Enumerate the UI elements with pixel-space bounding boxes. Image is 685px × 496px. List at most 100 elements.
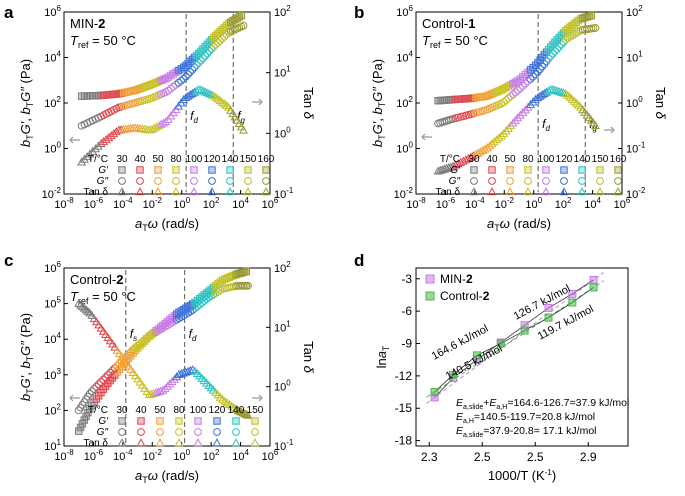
data-point-tan-delta xyxy=(88,146,98,155)
data-point-loss-modulus xyxy=(164,86,173,95)
y2-tick-label: 10-1 xyxy=(626,141,646,156)
y-axis-label: bTG′, bTG″ (Pa) xyxy=(370,59,387,147)
equation-text: Ea,slide=37.9-20.8= 17.1 kJ/mol xyxy=(456,425,597,439)
legend-marker xyxy=(425,274,435,284)
frequency-label: fd xyxy=(189,327,197,343)
x-axis-label: aTω (rad/s) xyxy=(487,216,551,233)
data-point-storage-modulus xyxy=(136,84,144,93)
axis-arrow xyxy=(421,133,432,141)
x-tick-label: 100 xyxy=(173,196,190,211)
data-point-tan-delta xyxy=(77,157,87,166)
legend-marker-storage xyxy=(614,166,622,174)
axis-arrow xyxy=(252,394,263,402)
data-point-loss-modulus xyxy=(190,63,199,72)
data-point-tan-delta xyxy=(508,118,518,127)
data-point-tan-delta xyxy=(161,117,171,126)
x-axis-label: aTω (rad/s) xyxy=(135,468,199,485)
legend-temperature: 140 xyxy=(228,405,245,416)
legend-temperature: 100 xyxy=(538,154,555,165)
legend-marker-storage xyxy=(506,166,514,174)
legend-marker-storage xyxy=(542,166,550,174)
data-point-tan-delta xyxy=(520,105,530,114)
data-point-loss-modulus xyxy=(506,92,515,101)
y-tick-label: 104 xyxy=(396,50,413,65)
y2-axis-label: Tan δ xyxy=(301,87,316,120)
data-point-tan-delta xyxy=(99,136,109,146)
data-point-tan-delta xyxy=(518,107,528,116)
data-point-storage-modulus xyxy=(233,14,241,22)
equation-text: Ea,H=140.5-119.7=20.8 kJ/mol xyxy=(456,411,595,425)
panel-subtitle: Tref = 50 °C xyxy=(422,33,488,50)
legend-marker-loss xyxy=(470,177,478,185)
data-point-loss-modulus xyxy=(239,21,248,30)
x-tick-label: 10-4 xyxy=(113,448,133,463)
legend-marker-storage xyxy=(137,417,145,425)
y-tick-label: 10-2 xyxy=(42,186,62,201)
data-point-loss-modulus xyxy=(186,68,195,76)
data-point-loss-modulus xyxy=(544,54,553,63)
data-point-tan-delta xyxy=(550,85,560,94)
data-point-loss-modulus xyxy=(540,60,549,68)
legend-marker-tan xyxy=(174,438,184,447)
data-point-storage-modulus xyxy=(504,82,513,90)
data-point-storage-modulus xyxy=(229,17,237,25)
data-point-loss-modulus xyxy=(184,70,192,79)
legend-temperature: 40 xyxy=(486,154,498,165)
frequency-label: fd xyxy=(542,117,550,133)
data-point-tan-delta xyxy=(160,384,170,393)
y2-tick-label: 101 xyxy=(274,65,291,80)
legend-marker-tan xyxy=(559,187,569,196)
x-tick-label: 10-6 xyxy=(84,196,104,211)
x-tick-label: 10-2 xyxy=(495,196,515,211)
data-point-tan-delta xyxy=(513,113,523,122)
data-point-loss-modulus xyxy=(568,31,576,40)
data-point-tan-delta xyxy=(511,115,520,124)
x-tick-label: 100 xyxy=(173,448,190,463)
data-point-loss-modulus xyxy=(196,56,205,65)
legend-marker-tan xyxy=(577,187,587,196)
data-point-loss-modulus xyxy=(108,366,117,375)
data-point-loss-modulus xyxy=(194,58,203,67)
legend-temperature: 150 xyxy=(247,405,264,416)
legend-temperature: 30 xyxy=(116,405,128,416)
data-point-tan-delta xyxy=(533,92,543,101)
data-point-loss-modulus xyxy=(542,57,551,66)
data-point-storage-modulus xyxy=(138,84,147,92)
x-tick-label: 106 xyxy=(262,448,279,463)
axis-arrow xyxy=(252,98,263,106)
data-point-loss-modulus xyxy=(94,380,103,389)
data-point-tan-delta xyxy=(91,144,100,153)
data-point-storage-modulus xyxy=(509,79,517,88)
data-point-control-2 xyxy=(544,313,553,322)
data-point-tan-delta xyxy=(165,379,175,388)
legend-row-label: Tan δ xyxy=(436,187,461,198)
legend-marker-loss xyxy=(136,177,144,185)
data-point-tan-delta xyxy=(209,91,219,100)
data-point-loss-modulus xyxy=(526,75,535,83)
legend-marker-storage xyxy=(154,166,162,174)
legend-marker-loss xyxy=(596,177,604,185)
data-point-storage-modulus xyxy=(526,66,535,74)
data-point-storage-modulus xyxy=(514,77,522,85)
data-point-storage-modulus xyxy=(220,23,229,32)
data-point-loss-modulus xyxy=(559,38,568,46)
legend-marker-tan xyxy=(505,187,515,196)
legend-marker-tan xyxy=(117,438,127,447)
data-point-min-2 xyxy=(544,303,553,312)
x-tick-label: 10-8 xyxy=(406,196,426,211)
data-point-storage-modulus xyxy=(231,15,239,24)
data-point-loss-modulus xyxy=(126,348,135,356)
x-tick-label: 10-4 xyxy=(465,196,485,211)
panel-c: 10-8 10-6 10-4 10-2 100 102 104 106 101 102 103 104… xyxy=(18,260,316,485)
data-point-storage-modulus xyxy=(507,81,515,89)
legend-marker-tan xyxy=(231,438,241,447)
legend-marker-tan xyxy=(261,187,271,196)
legend-marker-loss xyxy=(506,177,514,185)
legend-temperature: 100 xyxy=(190,405,207,416)
legend-marker-storage xyxy=(118,417,126,425)
legend-label: Control-2 xyxy=(440,289,490,303)
data-point-storage-modulus xyxy=(235,13,243,21)
legend-marker-tan xyxy=(135,187,145,196)
legend-marker-storage xyxy=(560,166,568,174)
